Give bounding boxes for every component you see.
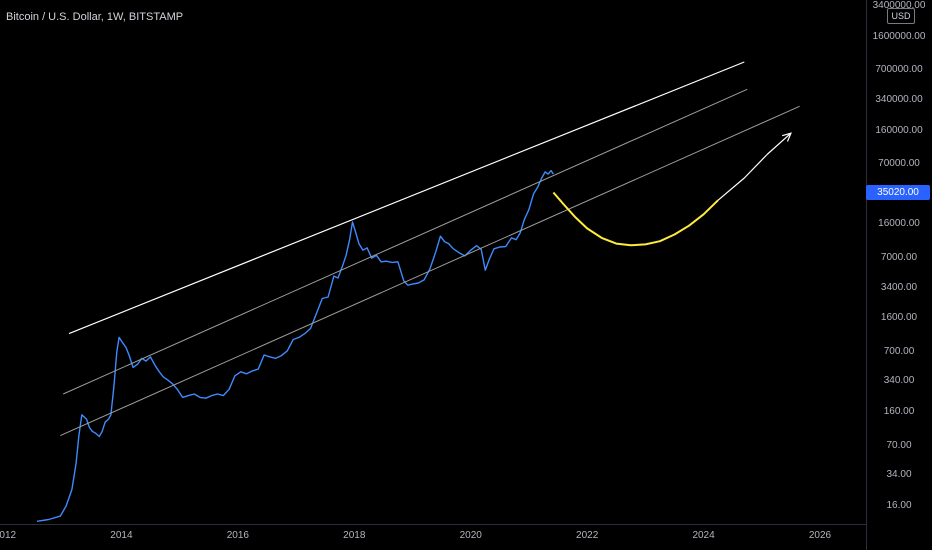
y-tick-label: 700.00	[883, 345, 915, 357]
x-tick-label: 2026	[808, 530, 832, 541]
y-tick-label: 3400.00	[880, 281, 918, 293]
y-tick-label: 7000.00	[880, 252, 918, 264]
channel-top-line	[68, 61, 745, 335]
channel-low-line	[60, 105, 800, 437]
time-axis-border	[0, 524, 866, 525]
x-tick-label: 2018	[343, 530, 366, 541]
y-tick-label: 1600000.00	[872, 30, 926, 42]
x-tick-label: 2024	[692, 530, 715, 541]
price-series-line	[36, 169, 554, 522]
x-tick-label: 2020	[459, 530, 482, 541]
x-tick-label: 2012	[0, 530, 17, 541]
x-tick-label: 2022	[576, 530, 599, 541]
channel-mid-line	[62, 88, 748, 395]
y-tick-label: 16000.00	[878, 218, 920, 230]
chart-title: Bitcoin / U.S. Dollar, 1W, BITSTAMP	[6, 11, 184, 23]
y-tick-label: 1600.00	[880, 312, 918, 324]
y-tick-label: 340.00	[883, 375, 915, 387]
y-tick-label: 160.00	[883, 406, 915, 418]
y-tick-label: 70.00	[886, 439, 912, 451]
currency-button[interactable]: USD	[887, 8, 915, 24]
y-tick-label: 70000.00	[878, 158, 920, 170]
y-tick-label: 160000.00	[875, 124, 923, 136]
x-tick-label: 2016	[226, 530, 249, 541]
plot-area[interactable]	[0, 0, 866, 524]
projection-arrow-line	[717, 132, 792, 201]
y-tick-label: 340000.00	[875, 93, 923, 105]
last-price-badge: 35020.00	[866, 185, 930, 200]
x-tick-label: 2014	[110, 530, 133, 541]
y-tick-label: 700000.00	[875, 64, 923, 76]
projection-arrow-head	[782, 132, 792, 142]
y-tick-label: 16.00	[886, 500, 912, 511]
price-axis-border	[866, 0, 867, 550]
y-tick-label: 3400000.00	[872, 0, 926, 11]
y-tick-label: 34.00	[886, 469, 912, 481]
projection-curve	[552, 191, 719, 247]
